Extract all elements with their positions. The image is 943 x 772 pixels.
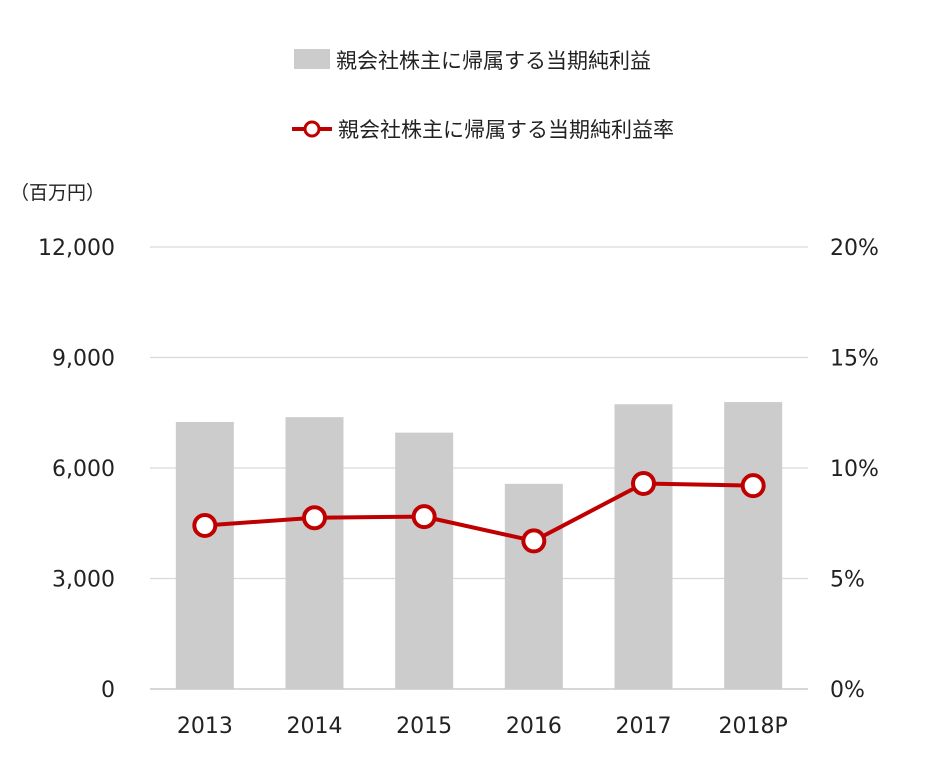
left-axis: 0 3,000 6,000 9,000 12,000	[38, 236, 115, 703]
gridlines	[150, 246, 808, 690]
line-point	[740, 473, 766, 499]
bar	[724, 402, 783, 689]
rate-line	[204, 481, 754, 543]
right-tick-label: 0%	[830, 678, 865, 703]
bar	[175, 421, 234, 689]
left-axis-unit: （百万円）	[10, 182, 105, 204]
line-point	[192, 512, 218, 538]
legend-line-label: 親会社株主に帰属する当期純利益率	[338, 118, 674, 142]
left-tick-label: 3,000	[52, 568, 115, 593]
x-axis: 2013 2014 2015 2016 2017 2018P	[177, 714, 788, 739]
legend-line-marker	[303, 120, 321, 138]
line-point	[631, 470, 656, 496]
bar-series	[175, 402, 783, 689]
bar	[614, 404, 673, 689]
legend-bar-label: 親会社株主に帰属する当期純利益	[336, 49, 651, 73]
bar	[395, 432, 454, 689]
left-tick-label: 9,000	[52, 347, 115, 372]
bar	[504, 483, 563, 689]
line-series	[192, 470, 766, 554]
line-point	[521, 528, 547, 554]
legend-bar-swatch	[294, 49, 330, 69]
right-tick-label: 20%	[830, 236, 879, 261]
x-tick-label: 2015	[396, 714, 452, 739]
right-tick-label: 15%	[830, 347, 879, 372]
bar	[285, 417, 344, 689]
x-tick-label: 2016	[506, 714, 562, 739]
left-tick-label: 0	[101, 678, 115, 703]
right-tick-label: 10%	[830, 457, 879, 482]
right-tick-label: 5%	[830, 568, 865, 593]
right-axis: 0% 5% 10% 15% 20%	[830, 236, 879, 703]
x-tick-label: 2018P	[719, 714, 788, 739]
left-tick-label: 6,000	[52, 457, 115, 482]
left-tick-label: 12,000	[38, 236, 115, 261]
line-point	[302, 505, 327, 531]
x-tick-label: 2013	[177, 714, 233, 739]
line-point	[411, 504, 437, 530]
x-tick-label: 2014	[287, 714, 343, 739]
legend: 親会社株主に帰属する当期純利益 親会社株主に帰属する当期純利益率	[292, 49, 674, 142]
x-tick-label: 2017	[616, 714, 672, 739]
